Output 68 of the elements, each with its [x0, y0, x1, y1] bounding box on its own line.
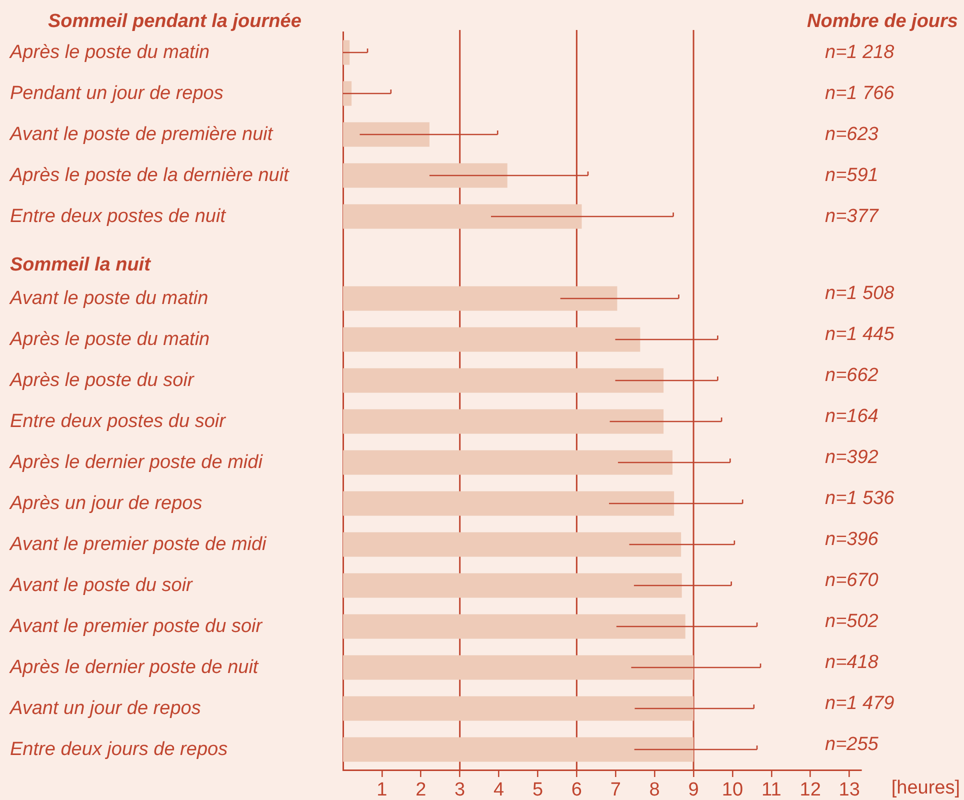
y-tick-label: Avant le premier poste de midi — [9, 534, 268, 555]
bar — [343, 122, 430, 147]
x-tick-label: 3 — [454, 780, 466, 800]
bar — [343, 532, 682, 557]
x-tick-label: 12 — [800, 780, 821, 800]
x-tick-label: 5 — [532, 780, 544, 800]
y-tick-label: Après le poste du matin — [9, 328, 210, 350]
annotation: Nombre de jours — [807, 11, 958, 32]
y-tick-label: Après un jour de repos — [9, 492, 203, 514]
y-tick-label: Après le poste du soir — [9, 370, 194, 391]
y-tick-label: Entre deux jours de repos — [10, 738, 228, 760]
y-tick-label: Avant le poste du matin — [9, 288, 208, 309]
bar — [343, 491, 674, 516]
x-tick-label: 4 — [494, 780, 504, 800]
annotation: n=1 479 — [825, 692, 895, 714]
bar — [343, 204, 582, 229]
annotation: n=255 — [825, 734, 879, 755]
x-tick-label: 2 — [416, 780, 426, 800]
bar — [343, 368, 664, 393]
annotation: n=418 — [825, 652, 879, 673]
annotation: n=623 — [825, 124, 879, 145]
bar — [343, 327, 640, 352]
annotation: n=1 445 — [825, 324, 895, 345]
bar — [343, 163, 508, 188]
annotation: n=1 508 — [825, 282, 895, 304]
annotation: n=591 — [825, 164, 878, 186]
y-tick-label: Après le poste du matin — [9, 42, 210, 63]
y-tick-label: Avant le poste de première nuit — [9, 124, 274, 145]
x-tick-label: 7 — [610, 780, 621, 800]
annotation: n=1 766 — [825, 82, 895, 104]
y-tick-label: Entre deux postes de nuit — [10, 206, 226, 227]
bar — [343, 573, 682, 598]
y-tick-label: Avant un jour de repos — [9, 698, 202, 719]
annotation: n=1 218 — [825, 42, 895, 63]
annotation: n=1 536 — [825, 488, 895, 509]
y-tick-label: Sommeil la nuit — [10, 254, 152, 276]
x-tick-label: 9 — [688, 780, 699, 800]
y-tick-label: Après le dernier poste de nuit — [9, 656, 259, 678]
bar — [343, 409, 664, 434]
annotation: n=164 — [825, 406, 878, 427]
x-tick-label: 13 — [838, 780, 860, 800]
bar — [343, 40, 350, 65]
y-tick-label: Avant le poste du soir — [9, 574, 194, 596]
bar — [343, 696, 694, 721]
annotation: n=502 — [825, 610, 879, 632]
annotation: n=392 — [825, 446, 879, 468]
bar — [343, 450, 672, 475]
bar — [343, 81, 352, 106]
annotation: n=670 — [825, 570, 879, 591]
y-tick-label: Entre deux postes du soir — [10, 410, 226, 432]
text: Sommeil pendant la journée — [48, 11, 302, 32]
y-tick-label: Après le poste de la dernière nuit — [9, 164, 290, 186]
annotation: n=396 — [825, 528, 879, 550]
y-tick-label: Après le dernier poste de midi — [9, 452, 264, 473]
x-tick-label: 11 — [762, 780, 782, 800]
x-tick-label: 10 — [722, 780, 744, 800]
bar — [343, 655, 694, 680]
bar — [343, 286, 618, 311]
annotation: n=662 — [825, 364, 879, 386]
y-tick-label: Pendant un jour de repos — [10, 82, 224, 104]
x-axis-title: [heures] — [891, 778, 960, 799]
bar — [343, 737, 694, 762]
bar — [343, 614, 686, 639]
x-tick-label: 6 — [571, 780, 582, 800]
x-tick-label: 8 — [649, 780, 660, 800]
annotation: n=377 — [825, 206, 880, 227]
y-tick-label: Avant le premier poste du soir — [9, 616, 263, 637]
x-tick-label: 1 — [376, 780, 388, 800]
